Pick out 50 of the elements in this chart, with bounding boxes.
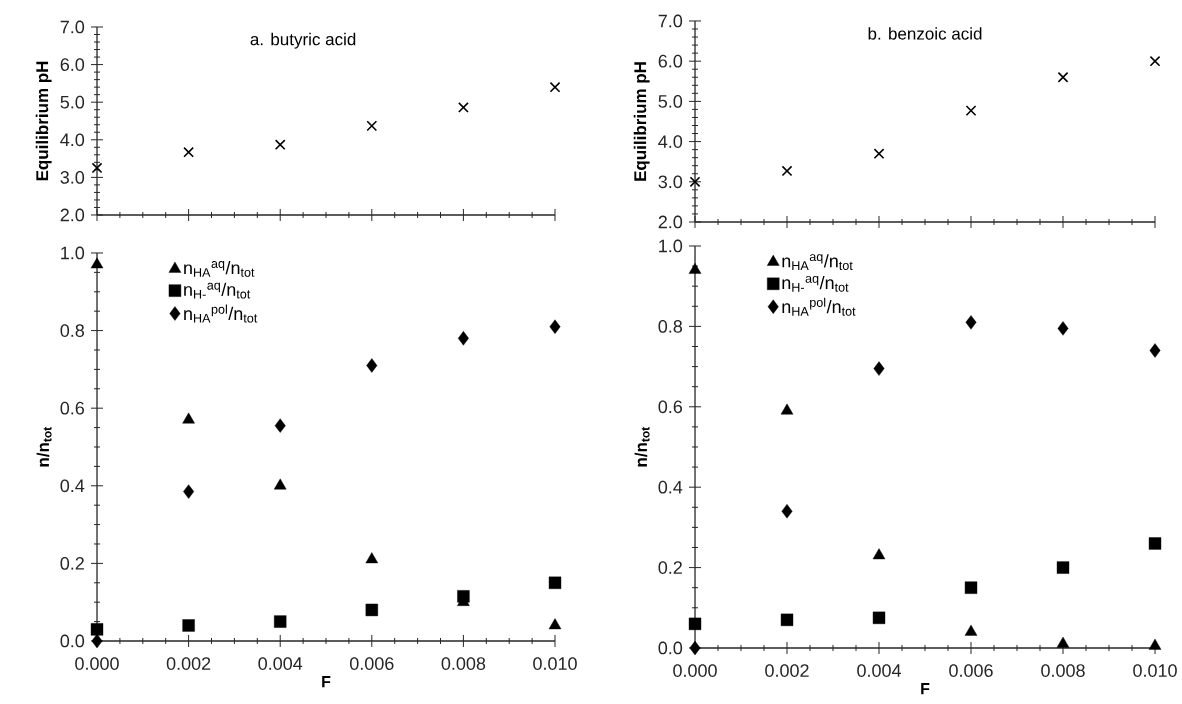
x-tick-label: 0.006 [949, 664, 993, 677]
y-tick-label: 5.0 [658, 95, 683, 108]
y-tick-label: 0.6 [658, 400, 683, 414]
chart-title: b. benzoic acid [868, 27, 982, 40]
y-tick-label: 7.0 [60, 20, 85, 34]
y-tick-label: 0.8 [658, 320, 683, 333]
y-tick-label: 0.6 [60, 401, 85, 415]
x-axis-title: F [921, 683, 930, 695]
y-tick-label: 3.0 [658, 175, 683, 189]
y-tick-label: 0.4 [658, 480, 683, 494]
y-tick-label: 0.0 [60, 634, 85, 648]
chart-title: a. butyric acid [250, 32, 356, 49]
y-tick-label: 0.2 [60, 557, 84, 570]
x-tick-label: 0.000 [75, 657, 119, 670]
y-axis-title: Equilibrium pH [633, 62, 650, 181]
legend-label: n$_{H-}$$^{aq}$/n$_{tot}$ [782, 275, 849, 292]
y-tick-label: 0.0 [658, 641, 683, 655]
x-axis-title: F [322, 676, 331, 688]
y-tick-label: 2.0 [658, 215, 683, 229]
x-tick-label: 0.004 [258, 657, 303, 670]
legend-label: n$_{HA}$$^{pol}$/n$_{tot}$ [782, 297, 856, 316]
legend-label: n$_{HA}$$^{aq}$/n$_{tot}$ [782, 254, 853, 270]
y-axis-title: Equilibrium pH [35, 61, 52, 181]
y-tick-label: 6.0 [60, 58, 85, 71]
x-tick-label: 0.002 [765, 664, 809, 677]
y-tick-label: 7.0 [658, 14, 683, 28]
y-tick-label: 0.2 [658, 561, 682, 574]
legend-label: n$_{HA}$$^{aq}$/n$_{tot}$ [184, 261, 255, 277]
x-tick-label: 0.000 [673, 664, 717, 677]
legend-label: n$_{HA}$$^{pol}$/n$_{tot}$ [184, 304, 258, 323]
y-tick-label: 1.0 [659, 239, 683, 253]
y-tick-label: 1.0 [61, 246, 85, 260]
x-tick-label: 0.004 [857, 664, 901, 677]
y-tick-label: 4.0 [658, 135, 683, 148]
x-tick-label: 0.008 [1041, 664, 1085, 677]
x-tick-label: 0.008 [441, 657, 486, 670]
y-tick-label: 4.0 [60, 133, 85, 147]
x-tick-label: 0.002 [166, 657, 211, 670]
y-tick-label: 0.8 [60, 324, 85, 337]
y-tick-label: 2.0 [60, 208, 85, 222]
x-tick-label: 0.006 [349, 657, 394, 670]
x-tick-label: 0.010 [533, 657, 577, 670]
y-axis-title: n/n$_{tot}$ [36, 427, 52, 467]
legend-label: n$_{H-}$$^{aq}$/n$_{tot}$ [184, 282, 251, 299]
y-axis-title: n/n$_{tot}$ [634, 427, 650, 467]
y-tick-label: 3.0 [60, 171, 85, 184]
y-tick-label: 6.0 [658, 54, 683, 68]
y-tick-label: 5.0 [60, 95, 85, 109]
x-tick-label: 0.010 [1133, 664, 1177, 677]
y-tick-label: 0.4 [60, 479, 85, 493]
